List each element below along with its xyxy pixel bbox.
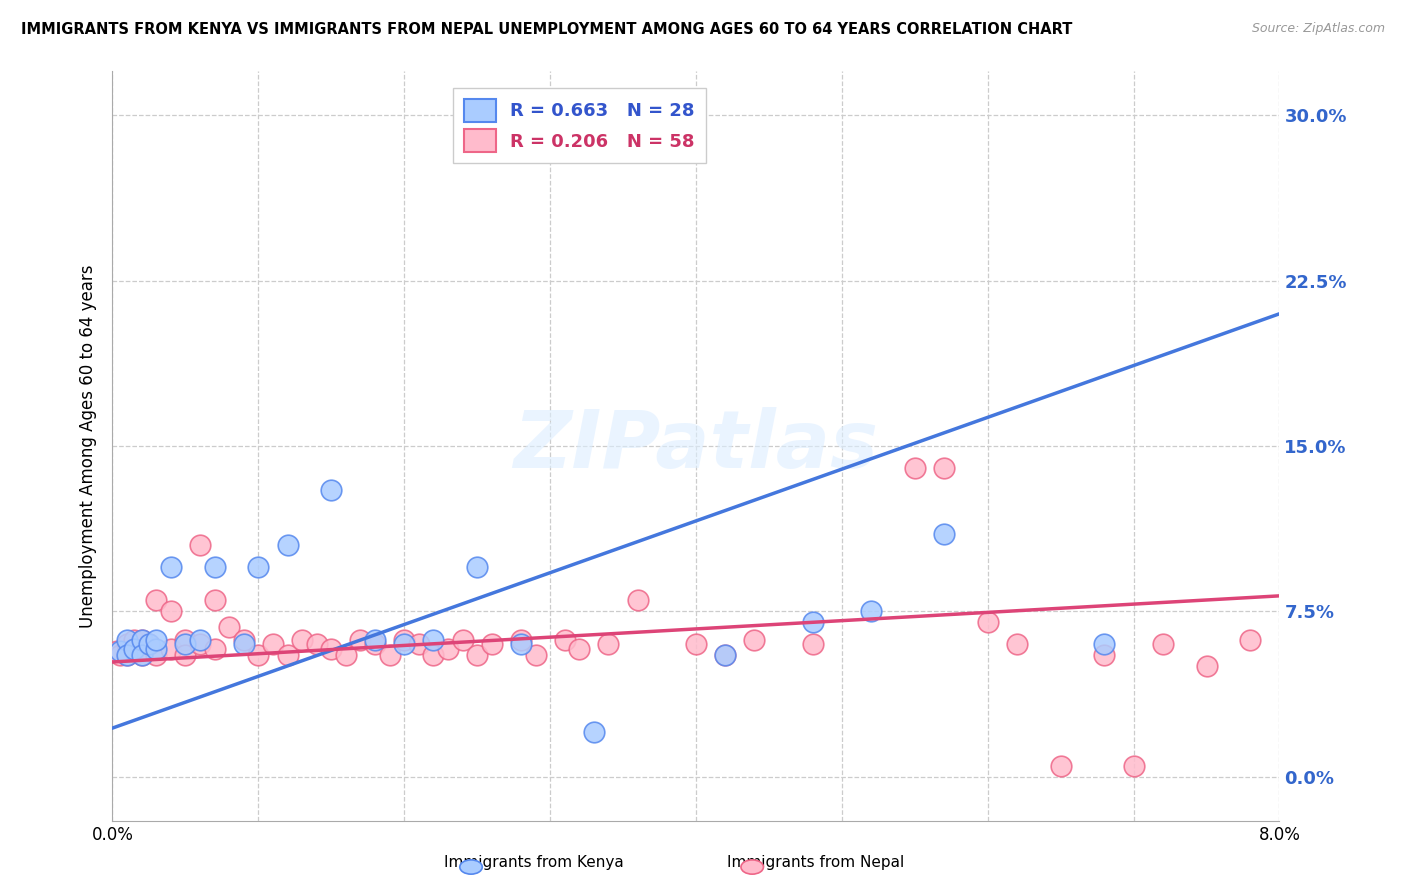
Text: Immigrants from Kenya: Immigrants from Kenya	[444, 855, 624, 870]
Point	[801, 637, 824, 651]
Point	[131, 648, 153, 663]
Legend: R = 0.663   N = 28, R = 0.206   N = 58: R = 0.663 N = 28, R = 0.206 N = 58	[453, 88, 706, 163]
Point	[262, 637, 284, 651]
Point	[188, 632, 211, 647]
Point	[204, 641, 226, 656]
Point	[364, 632, 387, 647]
Point	[859, 604, 883, 618]
Point	[1005, 637, 1028, 651]
Point	[509, 632, 531, 647]
Point	[509, 637, 531, 651]
Point	[1152, 637, 1174, 651]
Point	[115, 632, 138, 647]
Point	[437, 641, 460, 656]
Point	[685, 637, 707, 651]
Point	[276, 648, 298, 663]
Point	[932, 527, 955, 541]
Point	[145, 648, 167, 663]
Point	[465, 560, 488, 574]
Point	[124, 632, 146, 647]
Point	[174, 648, 197, 663]
Point	[305, 637, 328, 651]
Point	[714, 648, 737, 663]
Point	[105, 644, 128, 658]
Point	[321, 483, 343, 497]
Point	[174, 632, 197, 647]
Point	[568, 641, 591, 656]
Point	[218, 620, 240, 634]
Point	[465, 648, 488, 663]
Point	[1049, 758, 1071, 772]
Point	[115, 637, 138, 651]
Point	[232, 632, 254, 647]
Point	[1094, 648, 1116, 663]
Point	[714, 648, 737, 663]
Point	[976, 615, 998, 630]
Point	[582, 725, 605, 739]
Point	[1195, 659, 1218, 673]
Point	[138, 637, 160, 651]
Point	[131, 648, 153, 663]
Point	[422, 632, 444, 647]
Text: Immigrants from Nepal: Immigrants from Nepal	[727, 855, 904, 870]
Point	[204, 593, 226, 607]
Point	[378, 648, 401, 663]
Text: IMMIGRANTS FROM KENYA VS IMMIGRANTS FROM NEPAL UNEMPLOYMENT AMONG AGES 60 TO 64 : IMMIGRANTS FROM KENYA VS IMMIGRANTS FROM…	[21, 22, 1073, 37]
Point	[1094, 637, 1116, 651]
Point	[598, 637, 620, 651]
Point	[115, 648, 138, 663]
Point	[247, 560, 270, 574]
Point	[524, 648, 547, 663]
Point	[394, 637, 416, 651]
Point	[408, 637, 430, 651]
Y-axis label: Unemployment Among Ages 60 to 64 years: Unemployment Among Ages 60 to 64 years	[79, 264, 97, 628]
Point	[115, 648, 138, 663]
Point	[904, 461, 927, 475]
Point	[627, 593, 650, 607]
Point	[276, 538, 298, 552]
Point	[364, 637, 387, 651]
Point	[188, 637, 211, 651]
Point	[422, 648, 444, 663]
Point	[124, 641, 146, 656]
Text: ZIPatlas: ZIPatlas	[513, 407, 879, 485]
Point	[160, 604, 183, 618]
Point	[801, 615, 824, 630]
Point	[481, 637, 503, 651]
Text: Source: ZipAtlas.com: Source: ZipAtlas.com	[1251, 22, 1385, 36]
Point	[932, 461, 955, 475]
Point	[145, 593, 167, 607]
Point	[131, 632, 153, 647]
Point	[1122, 758, 1144, 772]
Point	[335, 648, 357, 663]
Point	[174, 637, 197, 651]
Point	[349, 632, 371, 647]
Point	[321, 641, 343, 656]
Point	[554, 632, 576, 647]
Point	[394, 632, 416, 647]
Point	[247, 648, 270, 663]
Point	[188, 538, 211, 552]
Point	[145, 632, 167, 647]
Point	[204, 560, 226, 574]
Point	[124, 644, 146, 658]
Point	[108, 648, 131, 663]
Point	[742, 632, 765, 647]
Point	[451, 632, 474, 647]
Point	[138, 637, 160, 651]
Point	[131, 632, 153, 647]
Point	[1239, 632, 1261, 647]
Point	[145, 641, 167, 656]
Point	[160, 641, 183, 656]
Point	[108, 644, 131, 658]
Point	[160, 560, 183, 574]
Point	[291, 632, 314, 647]
Point	[232, 637, 254, 651]
